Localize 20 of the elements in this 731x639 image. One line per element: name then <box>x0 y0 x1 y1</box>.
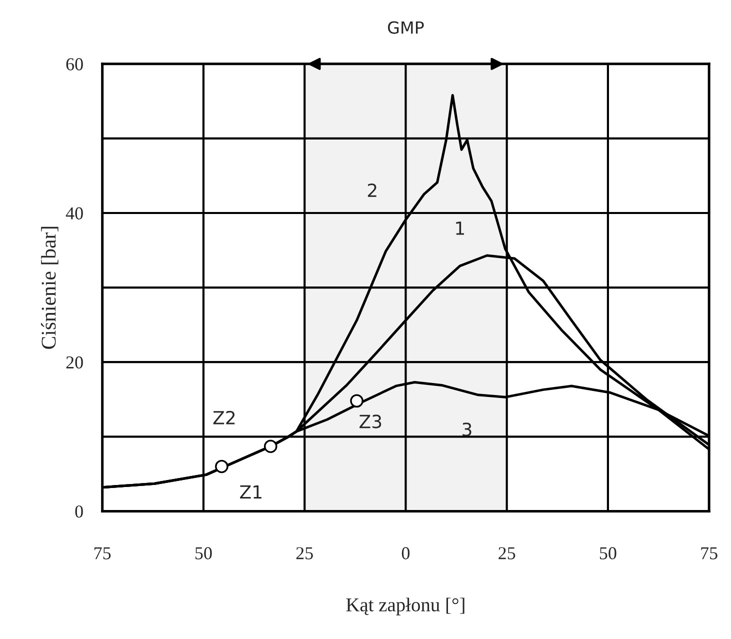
x-tick-label: 25 <box>296 547 313 560</box>
annotation: 1 <box>456 222 464 235</box>
y-axis-title: Ciśnienie [bar] <box>41 226 58 349</box>
annotation: Z1 <box>240 485 262 499</box>
annotation: Z3 <box>360 414 382 428</box>
x-tick-label: 50 <box>195 547 212 560</box>
x-axis-title: Kąt zapłonu [°] <box>346 598 464 616</box>
x-tick-label: 25 <box>498 547 516 560</box>
y-tick-label: 40 <box>66 207 83 220</box>
x-tick-label: 75 <box>701 547 718 560</box>
y-tick-label: 20 <box>66 356 83 369</box>
band-label: GMP <box>388 21 424 34</box>
annotation: Z2 <box>213 410 235 424</box>
x-tick-label: 75 <box>94 547 111 560</box>
x-tick-label: 0 <box>402 547 410 560</box>
y-tick-label: 0 <box>75 505 83 518</box>
annotation: 3 <box>462 422 472 436</box>
annotation: 2 <box>368 184 376 197</box>
x-tick-label: 50 <box>600 547 616 560</box>
y-tick-label: 60 <box>66 58 83 70</box>
